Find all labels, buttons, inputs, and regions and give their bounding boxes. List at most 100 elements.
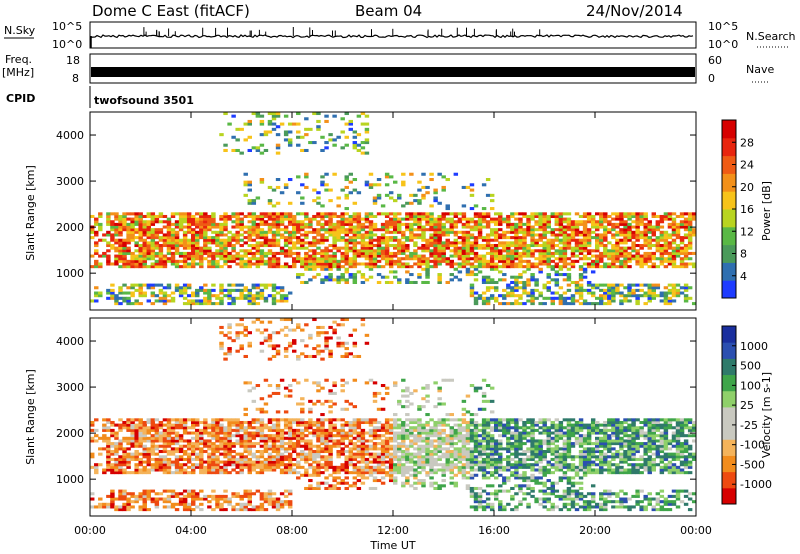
heatmap-cell <box>655 294 661 298</box>
heatmap-cell <box>340 225 345 229</box>
heatmap-cell <box>219 222 224 226</box>
heatmap-cell <box>247 225 252 229</box>
heatmap-cell <box>219 302 224 306</box>
heatmap-cell <box>267 199 273 203</box>
heatmap-cell <box>203 212 208 216</box>
heatmap-cell <box>231 455 236 459</box>
heatmap-cell <box>102 471 107 475</box>
heatmap-cell <box>502 294 507 298</box>
heatmap-cell <box>296 418 301 422</box>
heatmap-cell <box>275 428 281 432</box>
heatmap-cell <box>356 262 362 266</box>
colorbar-tick-label: 16 <box>740 203 754 216</box>
heatmap-cell <box>542 230 547 234</box>
heatmap-cell <box>195 254 200 258</box>
heatmap-cell <box>134 220 139 224</box>
heatmap-cell <box>473 291 479 295</box>
heatmap-cell <box>271 492 277 496</box>
heatmap-cell <box>316 344 321 348</box>
heatmap-cell <box>312 217 317 221</box>
heatmap-cell <box>453 254 459 258</box>
heatmap-cell <box>122 291 127 295</box>
heatmap-cell <box>393 236 398 240</box>
heatmap-cell <box>344 407 349 411</box>
heatmap-cell <box>251 386 257 390</box>
heatmap-cell <box>360 222 366 226</box>
heatmap-cell <box>207 214 212 218</box>
heatmap-cell <box>364 130 370 134</box>
heatmap-cell <box>207 505 212 509</box>
heatmap-cell <box>186 238 192 242</box>
heatmap-cell <box>275 265 281 269</box>
heatmap-cell <box>409 212 414 216</box>
heatmap-cell <box>154 294 160 298</box>
heatmap-cell <box>199 465 204 469</box>
heatmap-cell <box>554 257 560 261</box>
heatmap-cell <box>247 439 252 443</box>
heatmap-cell <box>360 141 366 145</box>
heatmap-cell <box>316 273 321 277</box>
heatmap-cell <box>174 259 180 263</box>
heatmap-cell <box>243 420 248 424</box>
heatmap-cell <box>380 428 386 432</box>
heatmap-cell <box>154 492 160 496</box>
heatmap-cell <box>251 228 257 232</box>
heatmap-cell <box>263 426 269 430</box>
heatmap-cell <box>526 265 531 269</box>
heatmap-cell <box>627 246 632 250</box>
heatmap-cell <box>453 214 459 218</box>
heatmap-cell <box>231 505 236 509</box>
heatmap-cell <box>267 336 273 340</box>
heatmap-cell <box>603 228 608 232</box>
heatmap-cell <box>227 431 232 435</box>
heatmap-cell <box>603 302 608 306</box>
heatmap-cell <box>328 457 333 461</box>
heatmap-cell <box>150 450 156 454</box>
heatmap-cell <box>158 468 164 472</box>
nave-tick-top: 60 <box>708 54 722 67</box>
heatmap-cell <box>186 444 192 448</box>
heatmap-cell <box>126 265 131 269</box>
heatmap-cell <box>283 214 289 218</box>
heatmap-cell <box>376 238 382 242</box>
heatmap-cell <box>130 423 135 427</box>
heatmap-cell <box>251 146 257 150</box>
heatmap-cell <box>191 502 196 506</box>
heatmap-cell <box>243 455 248 459</box>
heatmap-cell <box>316 214 321 218</box>
heatmap-cell <box>607 251 612 255</box>
heatmap-cell <box>348 220 353 224</box>
heatmap-cell <box>215 455 220 459</box>
heatmap-cell <box>296 273 301 277</box>
heatmap-cell <box>437 225 442 229</box>
heatmap-cell <box>425 270 430 274</box>
heatmap-cell <box>271 436 277 440</box>
heatmap-cell <box>150 428 156 432</box>
heatmap-cell <box>279 294 285 298</box>
heatmap-cell <box>368 238 374 242</box>
heatmap-cell <box>118 508 123 512</box>
heatmap-cell <box>477 244 483 248</box>
heatmap-cell <box>275 244 281 248</box>
heatmap-cell <box>538 302 543 306</box>
heatmap-cell <box>275 185 281 189</box>
heatmap-cell <box>239 439 244 443</box>
heatmap-cell <box>211 442 216 446</box>
heatmap-cell <box>324 436 329 440</box>
heatmap-cell <box>300 244 305 248</box>
heatmap-cell <box>639 230 644 234</box>
heatmap-cell <box>340 278 345 282</box>
heatmap-cell <box>199 468 204 472</box>
heatmap-cell <box>671 249 677 253</box>
heatmap-cell <box>332 381 337 385</box>
heatmap-cell <box>304 214 309 218</box>
heatmap-cell <box>287 505 293 509</box>
heatmap-cell <box>126 262 131 266</box>
heatmap-cell <box>122 447 127 451</box>
heatmap-cell <box>429 204 434 208</box>
heatmap-cell <box>255 259 261 263</box>
heatmap-cell <box>324 465 329 469</box>
heatmap-cell <box>110 468 115 472</box>
heatmap-cell <box>457 212 463 216</box>
heatmap-cell <box>146 257 151 261</box>
